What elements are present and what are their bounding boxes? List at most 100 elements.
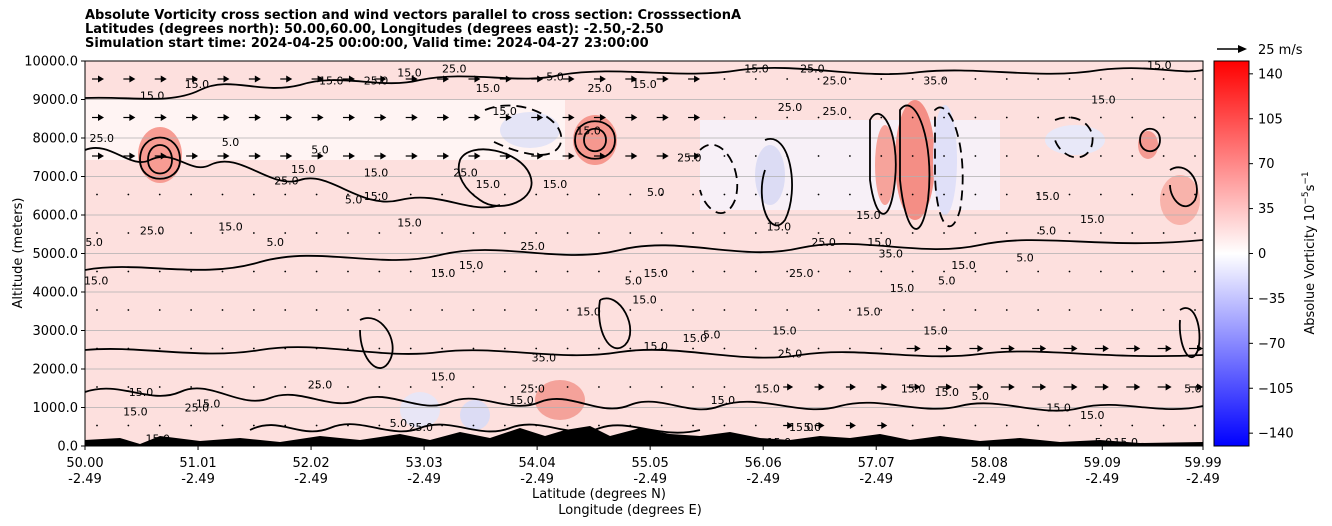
contour-label: 15.0 — [772, 325, 797, 338]
wind-vector — [531, 75, 544, 83]
wind-vector — [280, 75, 293, 83]
wind-vector — [535, 424, 538, 427]
contour-label: 25.0 — [185, 402, 210, 415]
wind-vector — [1126, 345, 1141, 352]
wind-vector — [943, 78, 945, 80]
contour-labels: 15.0 15.0 25.0 15.0 25.0 15.0 5.0 25.0 15.0 15.0 1… — [85, 59, 1202, 449]
wind-vector — [96, 386, 98, 388]
wind-vector — [499, 152, 512, 160]
colorbar-label-text: Absolue Vorticity 10 — [1303, 205, 1318, 335]
wind-vector — [441, 270, 443, 273]
wind-vector — [127, 309, 130, 311]
wind-vector — [1194, 116, 1196, 119]
wind-vector — [472, 309, 475, 311]
contour-label: 25.0 — [789, 267, 814, 280]
x-tick-label-lat: 58.08 — [971, 456, 1008, 471]
wind-vector — [593, 75, 606, 83]
y-tick-label: 6000.0 — [33, 209, 79, 224]
contour-label: 15.0 — [1080, 213, 1105, 226]
contour-label: 15.0 — [140, 90, 165, 103]
colorbar-tick-label: 0 — [1258, 247, 1266, 262]
wind-vector — [315, 309, 318, 311]
wind-vector — [280, 152, 293, 160]
wind-vector — [723, 270, 726, 273]
wind-vector — [315, 347, 318, 350]
contour-label: 25.0 — [408, 421, 433, 434]
y-tick-label: 0.0 — [57, 440, 78, 455]
colorbar-tick-label: −70 — [1258, 337, 1285, 352]
gridlines — [85, 99, 1203, 408]
wind-vector — [656, 152, 669, 160]
wind-vector — [943, 309, 945, 311]
vorticity-contours — [85, 67, 1203, 434]
wind-vector — [1162, 155, 1165, 157]
x-tick-label-lon: -2.49 — [972, 472, 1006, 487]
wind-vector — [1194, 232, 1196, 234]
wind-vector — [943, 155, 945, 157]
contour-label: 5.0 — [345, 194, 363, 207]
wind-vector — [96, 424, 98, 427]
wind-vector — [629, 386, 632, 388]
wind-vector — [814, 422, 825, 429]
contour-label: 15.0 — [543, 178, 568, 191]
wind-vector — [849, 232, 851, 234]
contour-label: 5.0 — [311, 144, 329, 157]
wind-vector — [849, 155, 851, 157]
contour-label: 5.0 — [1039, 224, 1057, 237]
wind-vector — [1068, 309, 1071, 311]
wind-vector — [692, 193, 694, 196]
contour-label: 15.0 — [644, 340, 669, 353]
wind-vector — [154, 114, 167, 121]
wind-vector — [284, 424, 287, 427]
wind-vector — [1037, 116, 1040, 119]
wind-vector — [911, 270, 914, 273]
contour-label: 15.0 — [901, 382, 926, 395]
wind-vector — [1157, 383, 1172, 391]
contour-label: 15.0 — [476, 178, 501, 191]
wind-vector — [280, 114, 293, 121]
wind-vector — [315, 424, 318, 427]
wind-vector — [158, 347, 161, 350]
wind-vector — [284, 193, 287, 196]
wind-vector — [1099, 232, 1102, 234]
contour-label: 15.0 — [397, 67, 422, 80]
wind-vector — [723, 347, 726, 350]
wind-vector — [92, 114, 104, 121]
colorbar-label-exp2: −1 — [1301, 171, 1311, 184]
contour-label: 15.0 — [789, 421, 814, 434]
contour-label: 15.0 — [1114, 436, 1139, 449]
wind-vector — [723, 116, 726, 119]
wind-vector — [1037, 155, 1040, 157]
wind-vector — [786, 232, 789, 234]
colorbar-tick-label: 105 — [1258, 112, 1283, 127]
wind-vector — [754, 347, 757, 350]
wind-vector — [1194, 155, 1196, 157]
wind-vector — [409, 424, 412, 427]
wind-vector — [315, 386, 318, 388]
wind-vector — [154, 152, 167, 160]
wind-vector — [1032, 345, 1047, 352]
wind-vector — [158, 270, 161, 273]
colorbar: 140 105 70 35 0 −35 −70 −105 −140 Absolue Vortic… — [1213, 60, 1318, 447]
wind-vector — [96, 270, 98, 273]
contour-label: 15.0 — [644, 267, 669, 280]
wind-vector — [688, 114, 701, 121]
wind-vector — [347, 270, 349, 273]
contour-label: 15.0 — [1147, 59, 1172, 72]
wind-vector — [969, 383, 984, 391]
contour-label: 15.0 — [1091, 94, 1116, 107]
contour-label: 5.0 — [703, 328, 721, 341]
wind-vector — [472, 232, 475, 234]
y-tick-label: 1000.0 — [33, 401, 79, 416]
x-axis: 50.00-2.4951.01-2.4952.02-2.4953.03-2.49… — [66, 446, 1222, 487]
wind-vector — [849, 78, 851, 80]
wind-vector — [660, 232, 663, 234]
wind-vector — [1189, 383, 1203, 391]
wind-vector — [849, 116, 851, 119]
wind-vector — [374, 152, 387, 160]
contour-label: 5.0 — [647, 186, 665, 199]
wind-vector — [405, 75, 418, 83]
wind-vector — [625, 152, 638, 160]
wind-vector — [562, 75, 575, 83]
y-tick-label: 8000.0 — [33, 132, 79, 147]
